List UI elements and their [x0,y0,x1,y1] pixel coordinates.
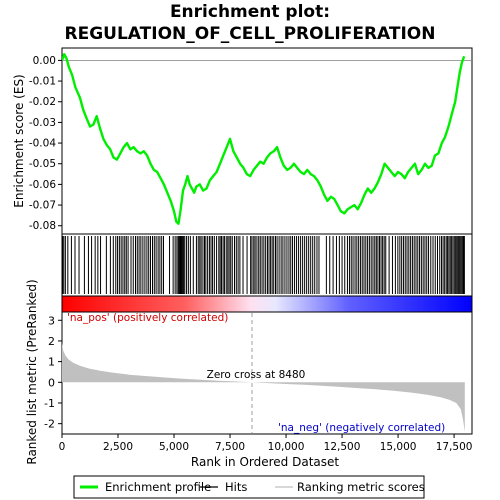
x-tick-label: 2,500 [103,441,133,453]
enrichment-profile-line [62,53,466,225]
x-tick-label: 7,500 [215,441,245,453]
x-tick-label: 15,000 [380,441,417,453]
na-neg-label: 'na_neg' (negatively correlated) [278,422,445,434]
es-y-axis: 0.00 -0.01 -0.02 -0.03 -0.04 -0.05 -0.06 -0.07 -… [29,55,62,232]
es-y-tick-label: -0.05 [29,158,56,170]
metric-y-label: Ranked list metric (PreRanked) [25,279,39,464]
es-y-tick-label: -0.04 [29,138,56,150]
es-y-tick-label: -0.07 [29,200,56,212]
legend-label: Hits [225,480,247,494]
metric-y-tick-label: -1 [44,397,55,410]
x-tick-label: 12,500 [324,441,361,453]
hits-markers [62,236,465,294]
es-y-tick-label: 0.00 [33,55,56,67]
ranked-metric-panel [61,311,473,435]
chart-title-line1: Enrichment plot: [170,2,330,22]
x-axis-label: Rank in Ordered Dataset [191,455,339,469]
metric-y-tick-label: 2 [48,335,55,348]
es-y-tick-label: -0.03 [29,117,56,129]
legend-label: Enrichment profile [105,480,211,494]
legend: Enrichment profile Hits Ranking metric sco… [80,480,425,494]
metric-y-tick-label: 1 [48,356,55,369]
enrichment-panel [61,47,473,235]
es-y-tick-label: -0.06 [29,179,56,191]
x-tick-label: 5,000 [159,441,189,453]
x-tick-label: 10,000 [268,441,305,453]
legend-box [73,475,425,499]
zero-cross-label: Zero cross at 8480 [207,369,306,381]
legend-label: Ranking metric scores [297,480,425,494]
es-y-tick-label: -0.02 [29,96,56,108]
x-tick-label: 0 [59,441,66,453]
rank-color-bar [61,295,473,313]
metric-y-tick-label: 0 [48,376,55,389]
metric-y-axis: 3 2 1 0 -1 -2 [44,314,62,431]
es-y-tick-label: -0.01 [29,76,56,88]
es-y-tick-label: -0.08 [29,220,56,232]
na-pos-label: 'na_pos' (positively correlated) [67,312,228,324]
metric-y-tick-label: -2 [44,418,55,431]
metric-y-tick-label: 3 [48,314,55,327]
ranking-metric-area [62,343,465,432]
x-axis: 0 2,500 5,000 7,500 10,000 12,500 15,000 17,500 [59,434,473,453]
x-tick-label: 17,500 [436,441,473,453]
es-y-label: Enrichment score (ES) [12,74,26,207]
chart-title-line2: REGULATION_OF_CELL_PROLIFERATION [65,24,436,44]
